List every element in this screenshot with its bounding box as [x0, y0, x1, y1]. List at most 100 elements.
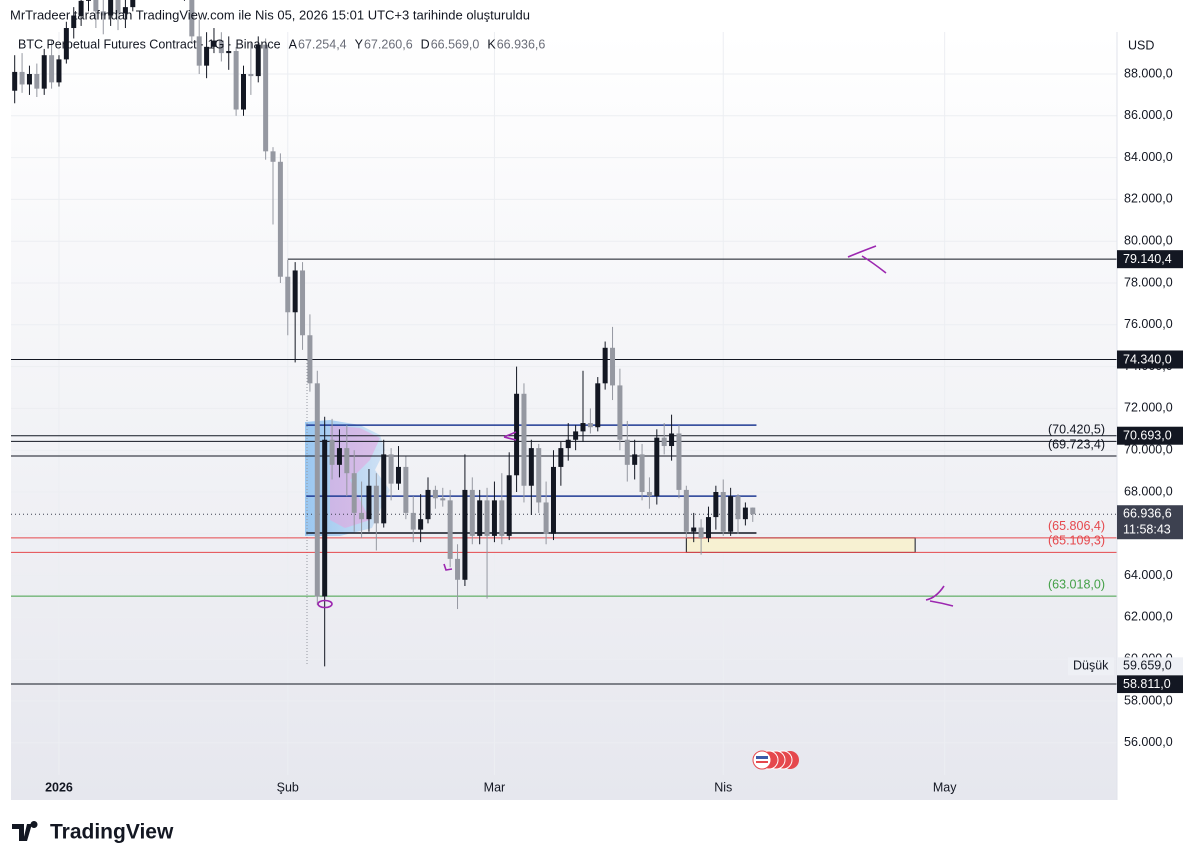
- y-tick-label: 76.000,0: [1124, 317, 1173, 331]
- annotation-arrow: [503, 431, 517, 441]
- candle-body: [491, 500, 497, 536]
- candle-body: [543, 502, 549, 534]
- last-price-label: 66.936,6: [1123, 507, 1172, 521]
- candle-body: [403, 466, 409, 513]
- candle-body: [189, 0, 195, 37]
- candle-body: [499, 500, 505, 536]
- candle-body: [565, 439, 571, 449]
- candle-body: [632, 454, 638, 465]
- candle-body: [233, 51, 239, 110]
- candle-body: [410, 512, 416, 530]
- candle-body: [440, 498, 446, 501]
- legend-value: 66.936,6: [497, 37, 546, 51]
- annotation-arrow: [847, 245, 887, 274]
- countdown: 11:58:43: [1123, 523, 1171, 537]
- candle-body: [300, 270, 306, 336]
- level-label: (70.420,5): [1048, 423, 1105, 437]
- y-tick-label: 78.000,0: [1124, 275, 1173, 289]
- volume-profile-value-area: [330, 425, 380, 528]
- candle-body: [447, 500, 453, 559]
- candle-body: [654, 437, 660, 497]
- candle-body: [550, 466, 556, 534]
- low-marker-name: Düşük: [1073, 659, 1109, 673]
- candle-body: [691, 527, 697, 532]
- candle-body: [750, 507, 756, 515]
- candle-body: [204, 46, 210, 66]
- candle-body: [521, 393, 527, 486]
- y-tick-label: 64.000,0: [1124, 568, 1173, 582]
- level-label: (63.018,0): [1048, 577, 1105, 591]
- y-tick-label: 62.000,0: [1124, 610, 1173, 624]
- candle-body: [56, 59, 62, 83]
- currency-box: [1120, 36, 1186, 56]
- price-label-box: [1117, 426, 1183, 445]
- candle-body: [536, 448, 542, 503]
- candle-body: [263, 44, 269, 152]
- y-tick-label: 88.000,0: [1124, 66, 1173, 80]
- candle-body: [12, 71, 18, 91]
- y-tick-label: 56.000,0: [1124, 735, 1173, 749]
- annotation-circle: [317, 599, 333, 609]
- candle-body: [580, 423, 586, 432]
- candle-body: [248, 74, 254, 77]
- candle-body: [455, 558, 461, 580]
- price-label: 58.811,0: [1123, 677, 1171, 691]
- candle-body: [26, 74, 32, 85]
- candle-body: [388, 454, 394, 484]
- x-tick-label: Nis: [714, 780, 732, 794]
- candle-body: [698, 527, 704, 538]
- level-label: (69.723,4): [1048, 437, 1105, 451]
- candle-body: [469, 489, 475, 536]
- candle-body: [240, 74, 246, 110]
- event-icon-flag: [756, 756, 768, 759]
- grid: [11, 32, 1117, 775]
- brand: TradingView: [50, 821, 174, 844]
- candle-body: [595, 383, 601, 428]
- candle-body: [270, 151, 276, 162]
- candle-body: [336, 448, 342, 465]
- low-marker-box: [1117, 657, 1183, 676]
- candle-body: [742, 507, 748, 520]
- candle-body: [285, 276, 291, 313]
- candle-body: [115, 0, 121, 14]
- x-tick-label: 2026: [45, 780, 73, 794]
- candles: [12, 0, 756, 667]
- logo: TradingView: [12, 821, 174, 844]
- candle-body: [425, 489, 431, 520]
- candle-body: [93, 0, 99, 12]
- candle-body: [735, 496, 741, 520]
- level-label: (65.109,3): [1048, 534, 1105, 548]
- x-tick-label: May: [933, 780, 957, 794]
- candle-body: [351, 473, 357, 513]
- price-label: 79.140,4: [1123, 252, 1172, 266]
- price-label-box: [1117, 250, 1183, 269]
- price-label-box: [1117, 350, 1183, 369]
- legend-value: 67.254,4: [298, 37, 347, 51]
- candle-body: [359, 512, 365, 520]
- candle-body: [610, 347, 616, 386]
- legend-key: D: [421, 37, 430, 51]
- low-marker-label: 59.659,0: [1123, 659, 1172, 673]
- candle-body: [373, 485, 379, 524]
- candle-body: [292, 270, 298, 313]
- legend-value: 67.260,6: [364, 37, 413, 51]
- price-label-box: [1117, 675, 1183, 694]
- candle-body: [669, 433, 675, 447]
- drawings: [317, 245, 954, 609]
- event-icon: [752, 750, 772, 770]
- candle-body: [462, 489, 468, 580]
- y-tick-label: 86.000,0: [1124, 108, 1173, 122]
- currency: USD: [1128, 38, 1154, 52]
- y-tick-label: 58.000,0: [1124, 693, 1173, 707]
- annotation-arrow: [925, 585, 954, 607]
- low-marker-name-box: [1068, 657, 1114, 676]
- candle-body: [226, 51, 232, 54]
- candle-body: [314, 383, 320, 597]
- candle-body: [63, 28, 69, 60]
- candle-body: [49, 55, 55, 83]
- candle-body: [705, 517, 711, 538]
- candle-body: [100, 11, 106, 16]
- candle-body: [395, 466, 401, 484]
- legend-key: K: [487, 37, 496, 51]
